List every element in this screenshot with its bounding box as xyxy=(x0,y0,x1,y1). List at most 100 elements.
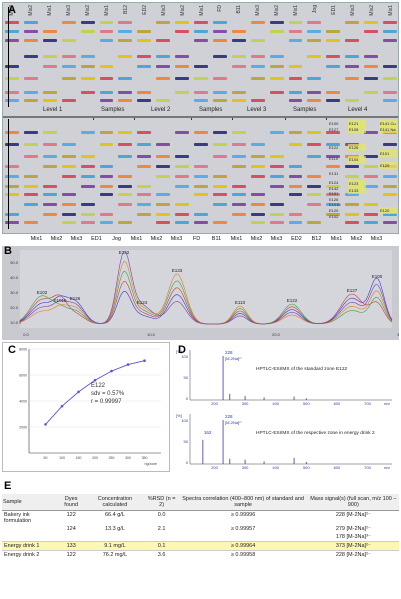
zone-band xyxy=(99,91,114,94)
zone-band xyxy=(364,203,379,206)
zone-band xyxy=(175,155,190,158)
zone-band xyxy=(269,131,284,134)
densitogram-svg: 50.0 40.0 30.0 20.0 10.0 0.0 10.0 20.0 30.0 E142 E… xyxy=(10,250,401,337)
zone-band xyxy=(383,30,397,33)
table-cell: ≥ 0.99964 xyxy=(178,541,308,551)
zone-band xyxy=(212,193,227,196)
zone-label: E126 xyxy=(329,197,339,202)
zone-highlight xyxy=(379,162,397,169)
zone-band xyxy=(137,155,152,158)
zone-band xyxy=(269,175,284,178)
zone-band xyxy=(61,155,76,158)
zone-band xyxy=(231,30,246,33)
table-header-cell: Sample xyxy=(2,494,58,511)
zone-highlight xyxy=(348,187,366,194)
zone-band xyxy=(288,165,303,168)
zone-band xyxy=(212,143,227,146)
zone-band xyxy=(175,203,190,206)
zone-band xyxy=(212,203,227,206)
zone-highlight xyxy=(379,126,397,133)
zone-highlight xyxy=(348,120,366,127)
bottom-lane-label: B12 xyxy=(311,236,322,242)
group-label: Level 4 xyxy=(348,107,368,113)
zone-band xyxy=(269,221,284,224)
y-tick-label: 40.0 xyxy=(10,275,19,280)
zone-band xyxy=(118,91,133,94)
zone-band xyxy=(288,185,303,188)
zone-band xyxy=(61,65,76,68)
results-table: Sample Dyes found Concentration calculated… xyxy=(2,494,399,559)
zone-band xyxy=(175,175,190,178)
zone-band xyxy=(99,65,114,68)
top-lane-label: ED2 xyxy=(141,5,148,15)
zone-band xyxy=(175,131,190,134)
zone-band xyxy=(137,203,152,206)
zone-band xyxy=(345,55,360,58)
zone-highlight xyxy=(348,126,366,133)
zone-band xyxy=(383,39,397,42)
zone-band xyxy=(175,77,190,80)
zone-band xyxy=(383,185,397,188)
zone-band xyxy=(383,175,397,178)
bottom-lane-label: Mix1 xyxy=(230,236,243,242)
zone-band xyxy=(250,175,265,178)
zone-label: E142 xyxy=(329,186,339,191)
peak-ion-label: [M-2Na]²⁻ xyxy=(225,356,243,361)
y-tick-label: 6000 xyxy=(19,374,27,378)
zone-band xyxy=(383,21,397,24)
zone-band xyxy=(61,143,76,146)
table-cell: 279 [M-2Na]²⁻ xyxy=(335,526,371,532)
zone-band xyxy=(194,30,208,33)
zone-band xyxy=(364,185,379,188)
zone-band xyxy=(307,21,322,24)
hptlc-plate-image: Mix3 Mix2 Mix1 Mix3 Mix2 Mix1 B12 ED2 Mix3 Mix2 Mi… xyxy=(2,2,399,234)
peak-label: E110 xyxy=(235,300,246,305)
y-tick-label: 100 xyxy=(181,418,188,423)
zone-band xyxy=(42,65,57,68)
zone-label: E126 xyxy=(349,145,359,150)
zone-band xyxy=(250,55,265,58)
bottom-lane-label: Mix2 xyxy=(350,236,363,242)
x-tick-label: 30.0 xyxy=(397,332,399,337)
x-tick-label: 350 xyxy=(142,456,148,460)
zone-band xyxy=(118,155,133,158)
group-label: Samples xyxy=(101,107,125,113)
table-row: Energy drink 1 133 9.1 mg/L 0.1 ≥ 0.99964 373… xyxy=(2,541,399,551)
zone-band xyxy=(61,221,76,224)
zone-band xyxy=(250,203,265,206)
zone-band xyxy=(364,221,379,224)
top-lane-label: Mix1 xyxy=(198,5,205,16)
zone-band xyxy=(23,155,38,158)
spectrum-caption: HPTLC-ESI/MS of the respective zone in e… xyxy=(256,430,375,436)
table-cell: 133 xyxy=(57,541,86,551)
top-lane-label: B11 xyxy=(236,5,243,14)
zone-band xyxy=(99,185,114,188)
x-tick-label: 200 xyxy=(211,401,218,406)
bottom-lane-label: Mix2 xyxy=(150,236,163,242)
top-lane-label: B12 xyxy=(122,5,129,14)
y-axis-unit: [%] xyxy=(176,349,182,354)
zone-band xyxy=(288,21,303,24)
zone-band xyxy=(99,30,114,33)
zone-band xyxy=(61,203,76,206)
zone-band xyxy=(80,175,95,178)
zone-band xyxy=(250,213,265,216)
zone-band xyxy=(345,175,360,178)
zone-band xyxy=(137,143,152,146)
zone-highlight xyxy=(348,156,366,163)
zone-band xyxy=(269,91,284,94)
zone-band xyxy=(175,213,190,216)
zone-band xyxy=(250,143,265,146)
zone-band xyxy=(118,77,133,80)
zone-band xyxy=(99,143,114,146)
zone-band xyxy=(42,143,57,146)
zone-band xyxy=(383,193,397,196)
x-tick-label: 300 xyxy=(125,456,131,460)
bottom-lane-label: Mix3 xyxy=(170,236,183,242)
densitogram-area xyxy=(20,250,392,328)
zone-band xyxy=(194,193,208,196)
zone-band xyxy=(269,77,284,80)
x-tick-label: 700 xyxy=(364,401,371,406)
table-cell: Energy drink 1 xyxy=(2,541,58,551)
zone-band xyxy=(231,193,246,196)
